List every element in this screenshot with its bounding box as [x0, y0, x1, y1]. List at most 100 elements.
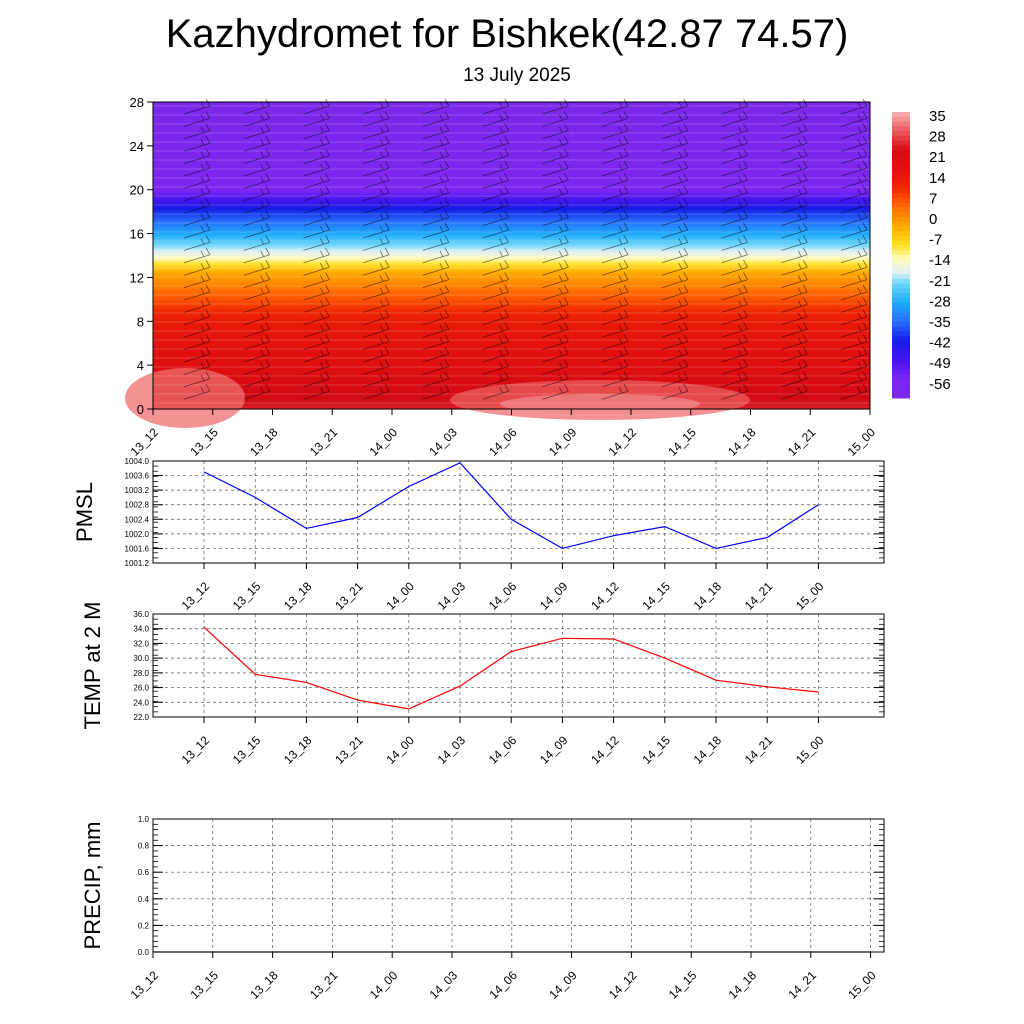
- wind-barb: [363, 111, 390, 127]
- temp-x-tick-label: 14_06: [486, 733, 520, 767]
- wind-barb: [661, 235, 689, 251]
- temperature-band: [153, 343, 870, 346]
- pmsl-y-tick-label: 1003.6: [125, 472, 150, 481]
- temperature-band: [153, 194, 870, 197]
- wind-barb: [661, 371, 689, 388]
- wind-barb: [363, 260, 390, 276]
- wind-barb: [422, 346, 450, 363]
- precip-x-tick-label: 13_21: [307, 968, 341, 1002]
- wind-barb: [840, 309, 868, 326]
- temperature-band: [153, 139, 870, 143]
- wind-barb: [601, 260, 629, 276]
- temperature-band: [153, 211, 870, 215]
- pmsl-frame: [152, 460, 885, 564]
- wind-barb: [542, 111, 569, 127]
- x-tick-label: 14_21: [785, 425, 819, 459]
- wind-barb: [721, 136, 748, 152]
- wind-barb: [363, 346, 390, 363]
- colorbar-segment: [892, 283, 910, 289]
- wind-barb: [601, 322, 629, 338]
- temp-x-tick-label: 14_09: [537, 733, 571, 767]
- wind-barb: [363, 222, 390, 239]
- temperature-band: [153, 308, 870, 311]
- wind-barb: [482, 346, 509, 363]
- wind-barb: [601, 210, 629, 226]
- wind-barb: [840, 297, 868, 313]
- pmsl-x-tick-label: 14_00: [383, 579, 417, 613]
- wind-barb: [601, 334, 629, 350]
- wind-barb: [721, 384, 748, 400]
- wind-barb: [840, 185, 868, 202]
- wind-barb: [542, 235, 569, 251]
- colorbar-segment: [892, 207, 910, 213]
- wind-barb: [243, 198, 271, 214]
- temperature-band: [153, 222, 870, 226]
- wind-barb: [601, 359, 629, 375]
- wind-barb: [840, 260, 868, 276]
- temperature-band: [153, 106, 870, 110]
- wind-barb: [183, 111, 211, 127]
- wind-barb: [422, 136, 450, 152]
- temp-x-tick-label: 13_21: [332, 733, 366, 767]
- colorbar-segment: [892, 140, 910, 146]
- wind-barbs: [183, 98, 868, 400]
- wind-barb: [840, 160, 868, 177]
- pmsl-x-tick-label: 14_12: [588, 579, 622, 613]
- x-tick-label: 14_12: [606, 425, 640, 459]
- colorbar-segment: [892, 321, 910, 327]
- wind-barb: [482, 297, 509, 313]
- wind-barb: [781, 198, 808, 214]
- temperature-band: [153, 303, 870, 307]
- wind-barb: [840, 371, 868, 388]
- temperature-band: [153, 128, 870, 132]
- wind-barb: [781, 297, 808, 313]
- temperature-band: [153, 143, 870, 147]
- colorbar-segment: [892, 278, 910, 285]
- wind-barb: [183, 198, 211, 214]
- wind-barb: [482, 284, 509, 301]
- temp-y-tick-label: 30.0: [133, 654, 149, 663]
- pmsl-x-tick-label: 13_18: [281, 579, 315, 613]
- wind-barb: [422, 322, 450, 338]
- temperature-band: [153, 102, 870, 105]
- temperature-band: [153, 268, 870, 272]
- wind-barb: [661, 297, 689, 313]
- x-tick-label: 13_12: [128, 425, 162, 459]
- temperature-band: [153, 242, 870, 246]
- wind-barb: [183, 284, 211, 301]
- wind-barb: [422, 284, 450, 301]
- colorbar-segment: [892, 269, 910, 275]
- wind-barb: [243, 136, 271, 152]
- pmsl-y-axis-label: PMSL: [72, 482, 97, 542]
- wind-barb: [183, 371, 211, 388]
- temp-y-tick-label: 22.0: [133, 713, 149, 722]
- colorbar-segment: [892, 374, 910, 380]
- colorbar-segment: [892, 312, 910, 318]
- wind-barb: [303, 260, 330, 276]
- wind-barb: [482, 210, 509, 226]
- wind-barb: [482, 123, 509, 140]
- colorbar-segment: [892, 364, 910, 370]
- wind-barb: [422, 123, 450, 140]
- wind-barb: [482, 160, 509, 177]
- wind-barb: [303, 123, 330, 140]
- wind-barb: [601, 173, 629, 189]
- wind-barb: [721, 260, 748, 276]
- colorbar-segment: [892, 388, 910, 394]
- wind-barb: [781, 222, 808, 239]
- wind-barb: [303, 136, 330, 152]
- wind-barb: [363, 210, 390, 226]
- wind-barb: [303, 222, 330, 239]
- wind-barb: [781, 210, 808, 226]
- cross-section-fill: [125, 102, 870, 428]
- wind-barb: [422, 371, 450, 388]
- wind-barb: [243, 111, 271, 127]
- wind-barb: [721, 272, 748, 288]
- temperature-band: [153, 347, 870, 351]
- wind-barb: [542, 198, 569, 214]
- temperature-band: [153, 327, 870, 331]
- pmsl-x-tick-label: 14_06: [486, 579, 520, 613]
- wind-barb: [840, 123, 868, 140]
- pmsl-y-tick-label: 1002.4: [125, 515, 150, 524]
